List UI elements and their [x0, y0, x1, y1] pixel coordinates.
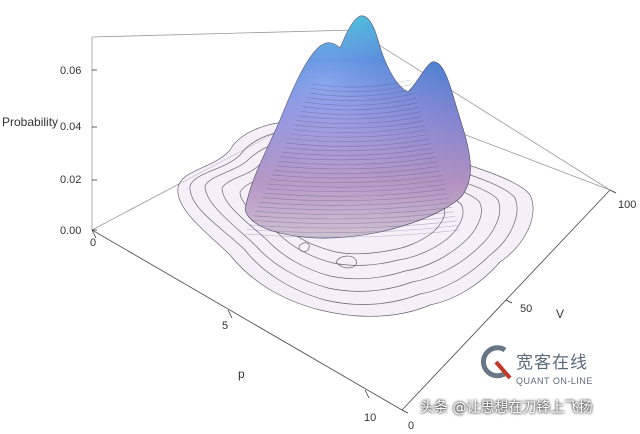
- surface-contour-line: [257, 202, 451, 211]
- z-tick-label: 0.00: [60, 225, 81, 237]
- v-axis-label: V: [556, 307, 564, 321]
- p-tick-label: 0: [90, 237, 96, 249]
- surface-contour-line: [284, 143, 432, 152]
- surface-contour-line: [265, 184, 445, 192]
- v-tick-label: 0: [408, 420, 414, 432]
- watermark: 宽客在线 QUANT ON-LINE: [480, 345, 593, 386]
- z-tick-label: 0.04: [60, 121, 81, 133]
- surface-contour-line: [263, 188, 447, 197]
- surface-contour-line: [305, 97, 417, 106]
- surface-contour-line: [271, 170, 441, 179]
- z-axis-label: Probability: [2, 115, 58, 129]
- v-tick-label: 50: [520, 303, 532, 315]
- surface-contour-line: [290, 129, 427, 138]
- surface-contour-line: [259, 197, 450, 206]
- surface-contour-line: [311, 84, 412, 92]
- z-tick-label: 0.06: [60, 65, 81, 77]
- surface-contour-line: [303, 102, 418, 111]
- v-tick-label: 100: [618, 199, 636, 211]
- surface-contour-line: [261, 193, 448, 202]
- watermark-cn: 宽客在线: [516, 353, 588, 373]
- p-axis: 0 5 10 p: [90, 229, 376, 424]
- surface-contour-line: [274, 166, 439, 174]
- surface-contour-line: [298, 111, 421, 120]
- surface-contour-line: [253, 211, 454, 220]
- surface-contour-line: [247, 225, 459, 233]
- watermark-en: QUANT ON-LINE: [516, 376, 593, 386]
- probability-surface: [244, 15, 471, 239]
- surface-contour-line: [249, 220, 457, 229]
- surface-contour-line: [280, 152, 435, 161]
- surface-contour-line: [278, 157, 436, 165]
- surface-contour-line: [251, 216, 456, 224]
- p-axis-label: p: [238, 367, 245, 381]
- surface-contour-line: [269, 175, 442, 183]
- surface-contour-line: [294, 120, 424, 129]
- p-tick-label: 5: [222, 320, 228, 332]
- surface-contour-line: [307, 93, 415, 102]
- surface-contour-lines: [244, 79, 460, 238]
- surface-contour-line: [309, 88, 414, 97]
- surface-contour-line: [244, 229, 460, 238]
- z-axis: 0.00 0.02 0.04 0.06 Probability: [2, 65, 97, 237]
- surface-contour-line: [255, 207, 453, 215]
- surface-contour-line: [292, 125, 426, 133]
- z-tick-label: 0.02: [60, 174, 81, 186]
- p-tick-label: 10: [364, 412, 376, 424]
- surface-contour-line: [276, 161, 438, 170]
- surface-contour-line: [267, 179, 444, 188]
- surface-contour-line: [313, 79, 411, 88]
- quant-logo-icon: [480, 345, 512, 380]
- surface-contour-line: [286, 138, 430, 147]
- surface-contour-line: [288, 134, 429, 142]
- surface-contour-line: [282, 147, 433, 156]
- v-axis: 0 50 100 V: [401, 189, 636, 432]
- surface-contour-line: [300, 107, 420, 115]
- credit-text: 头条 @让思想在刀锋上飞扬: [420, 400, 593, 416]
- surface-contour-line: [296, 116, 423, 124]
